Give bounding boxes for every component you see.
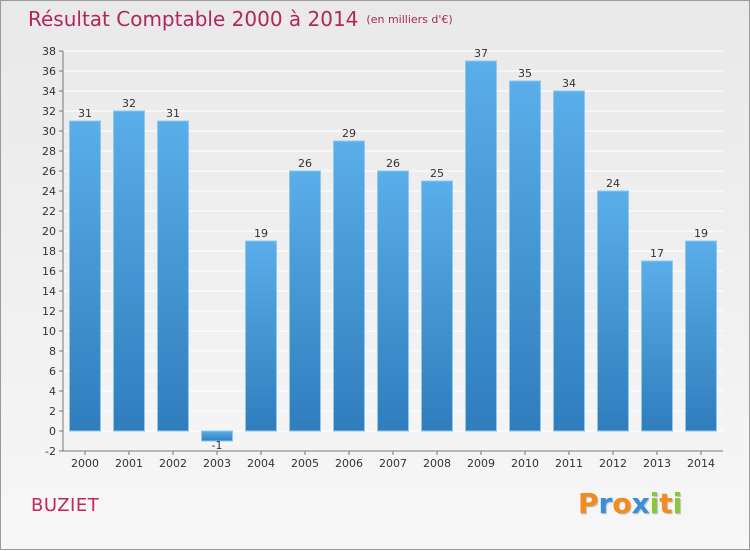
x-tick-label-2014: 2014 bbox=[687, 457, 715, 470]
y-tick-label: 12 bbox=[42, 305, 56, 318]
y-tick-label: 18 bbox=[42, 245, 56, 258]
value-label-2007: 26 bbox=[386, 157, 400, 170]
x-tick-label-2006: 2006 bbox=[335, 457, 363, 470]
y-tick-label: 28 bbox=[42, 145, 56, 158]
y-tick-label: 14 bbox=[42, 285, 56, 298]
value-label-2013: 17 bbox=[650, 247, 664, 260]
proxiti-logo: Proxiti bbox=[578, 487, 682, 520]
bar-2009 bbox=[465, 60, 497, 432]
y-tick-label: 36 bbox=[42, 65, 56, 78]
bar-2003 bbox=[201, 430, 233, 442]
bar-2012 bbox=[597, 190, 629, 432]
chart-title: Résultat Comptable 2000 à 2014 (en millie… bbox=[28, 7, 453, 31]
value-label-2000: 31 bbox=[78, 107, 92, 120]
bar-2000 bbox=[69, 120, 101, 432]
bar-2002 bbox=[157, 120, 189, 432]
value-label-2003: -1 bbox=[212, 439, 223, 452]
x-tick-label-2004: 2004 bbox=[247, 457, 275, 470]
bar-2005 bbox=[289, 170, 321, 432]
y-tick-label: 30 bbox=[42, 125, 56, 138]
value-label-2014: 19 bbox=[694, 227, 708, 240]
bar-2013 bbox=[641, 260, 673, 432]
x-tick-label-2009: 2009 bbox=[467, 457, 495, 470]
y-tick-label: 22 bbox=[42, 205, 56, 218]
x-tick-label-2007: 2007 bbox=[379, 457, 407, 470]
y-tick-label: 24 bbox=[42, 185, 56, 198]
y-tick-label: 20 bbox=[42, 225, 56, 238]
value-label-2008: 25 bbox=[430, 167, 444, 180]
x-tick-label-2011: 2011 bbox=[555, 457, 583, 470]
bar-2008 bbox=[421, 180, 453, 432]
x-tick-label-2000: 2000 bbox=[71, 457, 99, 470]
value-label-2001: 32 bbox=[122, 97, 136, 110]
logo-letter: i bbox=[672, 487, 683, 520]
value-label-2010: 35 bbox=[518, 67, 532, 80]
bar-2006 bbox=[333, 140, 365, 432]
value-label-2009: 37 bbox=[474, 47, 488, 60]
y-tick-label: 38 bbox=[42, 45, 56, 58]
x-tick-label-2003: 2003 bbox=[203, 457, 231, 470]
x-tick-label-2012: 2012 bbox=[599, 457, 627, 470]
y-tick-label: -2 bbox=[45, 445, 56, 458]
value-label-2002: 31 bbox=[166, 107, 180, 120]
y-tick-label: 26 bbox=[42, 165, 56, 178]
value-label-2004: 19 bbox=[254, 227, 268, 240]
logo-letter: x bbox=[631, 487, 650, 520]
bar-2001 bbox=[113, 110, 145, 432]
value-label-2005: 26 bbox=[298, 157, 312, 170]
chart-unit: (en milliers d'€) bbox=[366, 13, 453, 26]
logo-letter: r bbox=[598, 487, 613, 520]
logo-letter: i bbox=[649, 487, 660, 520]
logo-letter: o bbox=[612, 487, 632, 520]
bar-2010 bbox=[509, 80, 541, 432]
x-tick-label-2010: 2010 bbox=[511, 457, 539, 470]
bar-2011 bbox=[553, 90, 585, 432]
y-tick-label: 4 bbox=[49, 385, 56, 398]
x-tick-label-2005: 2005 bbox=[291, 457, 319, 470]
x-tick-label-2013: 2013 bbox=[643, 457, 671, 470]
bar-2007 bbox=[377, 170, 409, 432]
bar-2014 bbox=[685, 240, 717, 432]
logo-letter: P bbox=[578, 487, 599, 520]
y-tick-label: 8 bbox=[49, 345, 56, 358]
bar-2004 bbox=[245, 240, 277, 432]
commune-name: BUZIET bbox=[31, 495, 100, 516]
y-tick-label: 32 bbox=[42, 105, 56, 118]
x-tick-label-2002: 2002 bbox=[159, 457, 187, 470]
value-label-2011: 34 bbox=[562, 77, 576, 90]
y-tick-label: 16 bbox=[42, 265, 56, 278]
y-tick-label: 6 bbox=[49, 365, 56, 378]
y-tick-label: 10 bbox=[42, 325, 56, 338]
x-tick-label-2008: 2008 bbox=[423, 457, 451, 470]
logo-letter: t bbox=[659, 487, 673, 520]
chart-title-text: Résultat Comptable 2000 à 2014 bbox=[28, 7, 359, 31]
y-tick-label: 2 bbox=[49, 405, 56, 418]
value-label-2012: 24 bbox=[606, 177, 620, 190]
y-tick-label: 0 bbox=[49, 425, 56, 438]
x-tick-label-2001: 2001 bbox=[115, 457, 143, 470]
y-tick-label: 34 bbox=[42, 85, 56, 98]
value-label-2006: 29 bbox=[342, 127, 356, 140]
